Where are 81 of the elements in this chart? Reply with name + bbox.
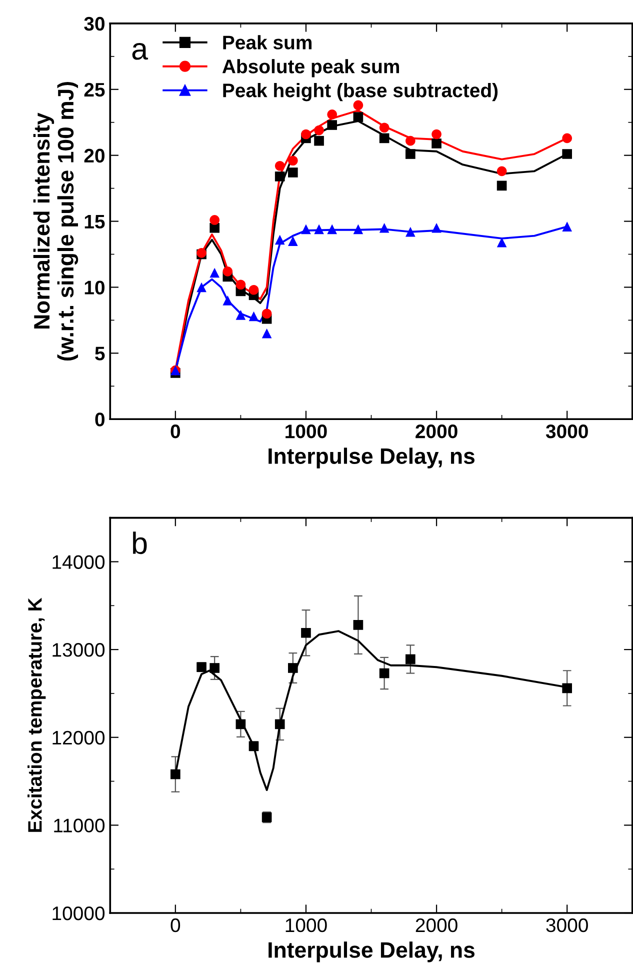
x-tick-label: 3000 (546, 424, 588, 438)
point (222, 296, 233, 306)
point (288, 156, 298, 166)
point (274, 172, 285, 182)
point (379, 122, 390, 133)
point (562, 149, 572, 159)
point (406, 654, 416, 664)
point (248, 311, 259, 322)
point (274, 719, 285, 730)
point (353, 112, 364, 122)
point (314, 224, 324, 234)
point (196, 282, 206, 292)
y-tick-label: 30 (84, 16, 104, 31)
y-tick-label: 15 (84, 214, 105, 229)
y-tick-label: 12000 (52, 730, 105, 745)
point (274, 160, 285, 171)
point (262, 328, 272, 338)
point (432, 138, 442, 148)
point (210, 222, 220, 233)
y-tick-label: 10 (84, 280, 104, 294)
point (288, 236, 298, 246)
x-tick-label: 0 (170, 424, 180, 438)
legend-label: Peak height (base subtracted) (223, 83, 498, 102)
point (288, 168, 298, 178)
annotation: a (132, 43, 148, 60)
point (432, 129, 442, 140)
point (288, 663, 298, 673)
point (327, 224, 337, 234)
point (222, 266, 233, 276)
x-axis-title: Interpulse Delay, ns (268, 942, 475, 962)
point (314, 125, 324, 136)
x-tick-label: 0 (170, 918, 180, 932)
y-axis-title: Normalized intensity (w.r.t. single pulse 100 mJ) (33, 82, 78, 361)
point (562, 222, 572, 232)
point (327, 120, 337, 130)
y-tick-label: 11000 (54, 818, 105, 832)
point (496, 166, 507, 176)
annotation: b (133, 532, 147, 554)
point (353, 620, 364, 630)
y-tick-label: 14000 (52, 555, 105, 569)
x-tick-label: 1000 (286, 918, 327, 932)
legend-label: Absolute peak sum (222, 59, 399, 78)
point (236, 280, 246, 290)
point (210, 663, 220, 673)
point (496, 180, 507, 191)
point (236, 719, 246, 730)
y-tick-label: 0 (95, 412, 104, 426)
point (379, 668, 390, 678)
x-tick-label: 1000 (286, 424, 327, 438)
y-tick-label: 25 (84, 82, 105, 97)
y-tick-label: 13000 (52, 643, 105, 657)
point (562, 683, 572, 694)
point (406, 226, 416, 237)
y-axis-title: Excitation temperature, K (28, 598, 46, 832)
point (274, 234, 285, 245)
point (562, 133, 572, 144)
point (432, 222, 442, 233)
point (327, 110, 337, 120)
point (262, 308, 272, 319)
point (314, 136, 324, 146)
legend-label: Peak sum (223, 35, 312, 50)
x-tick-label: 2000 (416, 424, 458, 438)
point (210, 268, 220, 278)
point (301, 628, 311, 638)
point (248, 284, 259, 295)
point (170, 769, 180, 780)
point (379, 222, 390, 233)
x-axis-title: Interpulse Delay, ns (268, 448, 475, 468)
point (236, 310, 246, 320)
point (406, 136, 416, 146)
point (301, 224, 311, 234)
y-tick-label: 20 (84, 148, 104, 163)
y-tick-label: 10000 (52, 906, 105, 920)
point (406, 149, 416, 159)
point (353, 224, 364, 234)
point (379, 133, 390, 144)
x-tick-label: 2000 (416, 918, 458, 932)
point (210, 215, 220, 225)
y-tick-label: 5 (95, 346, 105, 360)
x-tick-label: 3000 (546, 918, 588, 932)
point (301, 129, 311, 140)
